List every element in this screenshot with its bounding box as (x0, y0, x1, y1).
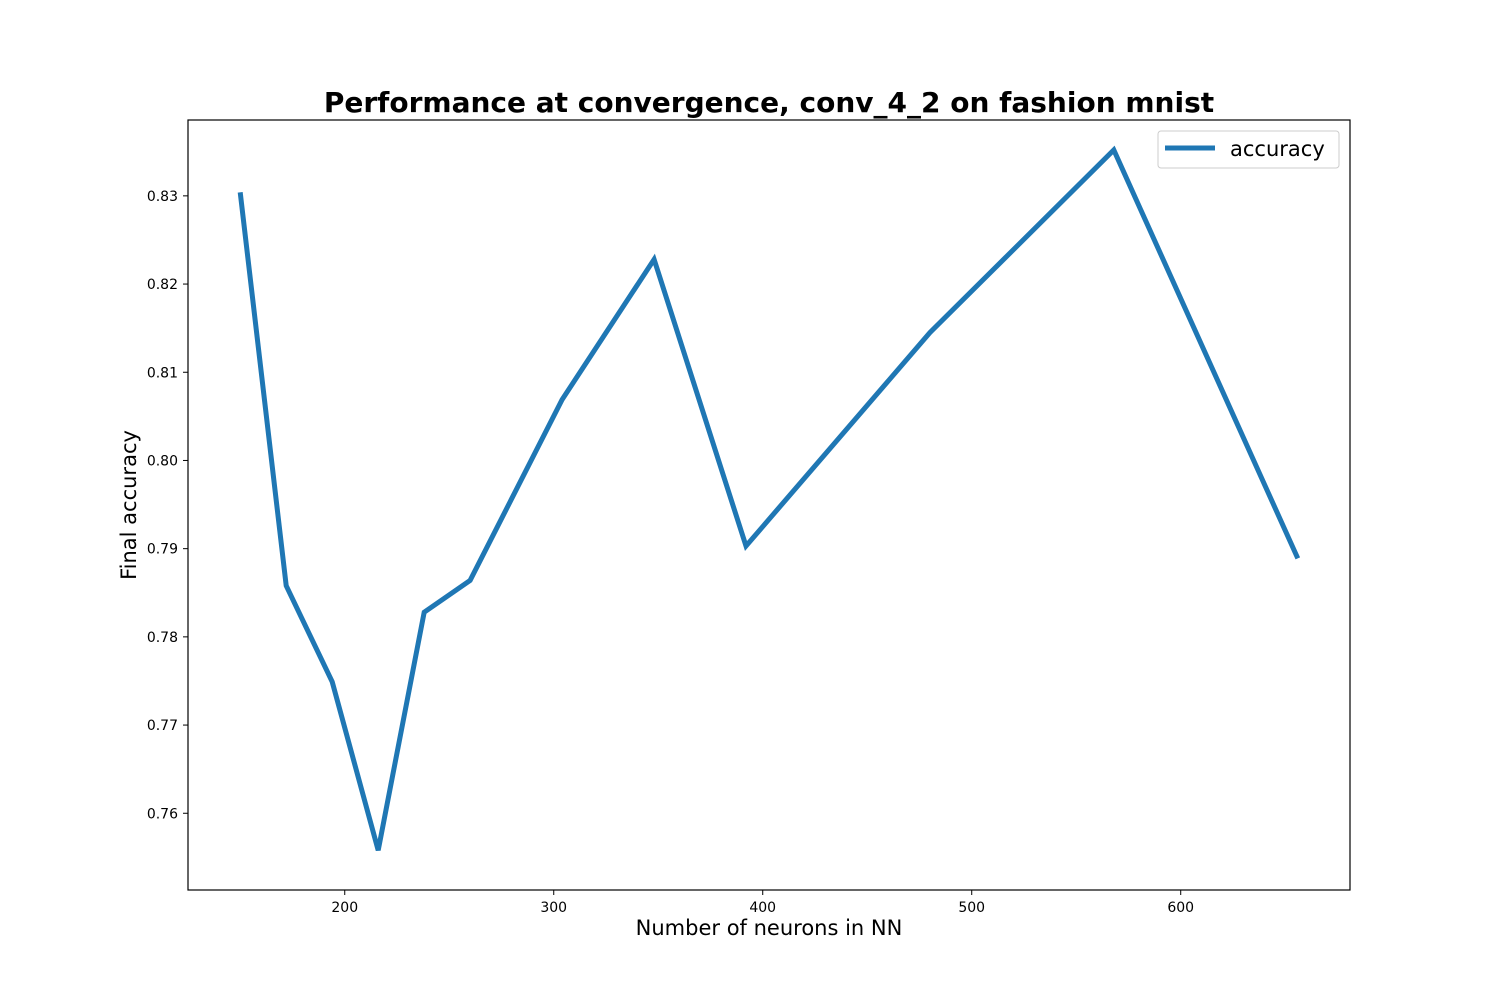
x-axis-ticks: 200 300 400 500 600 (331, 890, 1194, 916)
y-axis-label: Final accuracy (117, 430, 141, 580)
y-tick-label: 0.81 (147, 365, 178, 381)
y-tick-label: 0.76 (147, 806, 178, 822)
y-tick-label: 0.83 (147, 189, 178, 205)
chart-title: Performance at convergence, conv_4_2 on … (324, 86, 1214, 119)
x-tick-label: 300 (540, 900, 567, 916)
x-tick-label: 600 (1167, 900, 1194, 916)
y-tick-label: 0.79 (147, 542, 178, 558)
x-axis-label: Number of neurons in NN (636, 916, 903, 940)
x-tick-label: 400 (749, 900, 776, 916)
x-tick-label: 200 (331, 900, 358, 916)
plot-area (187, 119, 1351, 891)
x-tick-label: 500 (958, 900, 985, 916)
legend-box (1157, 130, 1340, 169)
y-tick-label: 0.77 (147, 718, 178, 734)
y-axis-ticks: 0.76 0.77 0.78 0.79 0.80 0.81 0.82 0.83 (147, 189, 188, 822)
legend: accuracy (1157, 130, 1340, 169)
legend-label-accuracy: accuracy (1230, 137, 1325, 161)
y-tick-label: 0.82 (147, 277, 178, 293)
series-line-accuracy (237, 145, 1301, 851)
y-tick-label: 0.78 (147, 630, 178, 646)
y-tick-label: 0.80 (147, 453, 178, 469)
